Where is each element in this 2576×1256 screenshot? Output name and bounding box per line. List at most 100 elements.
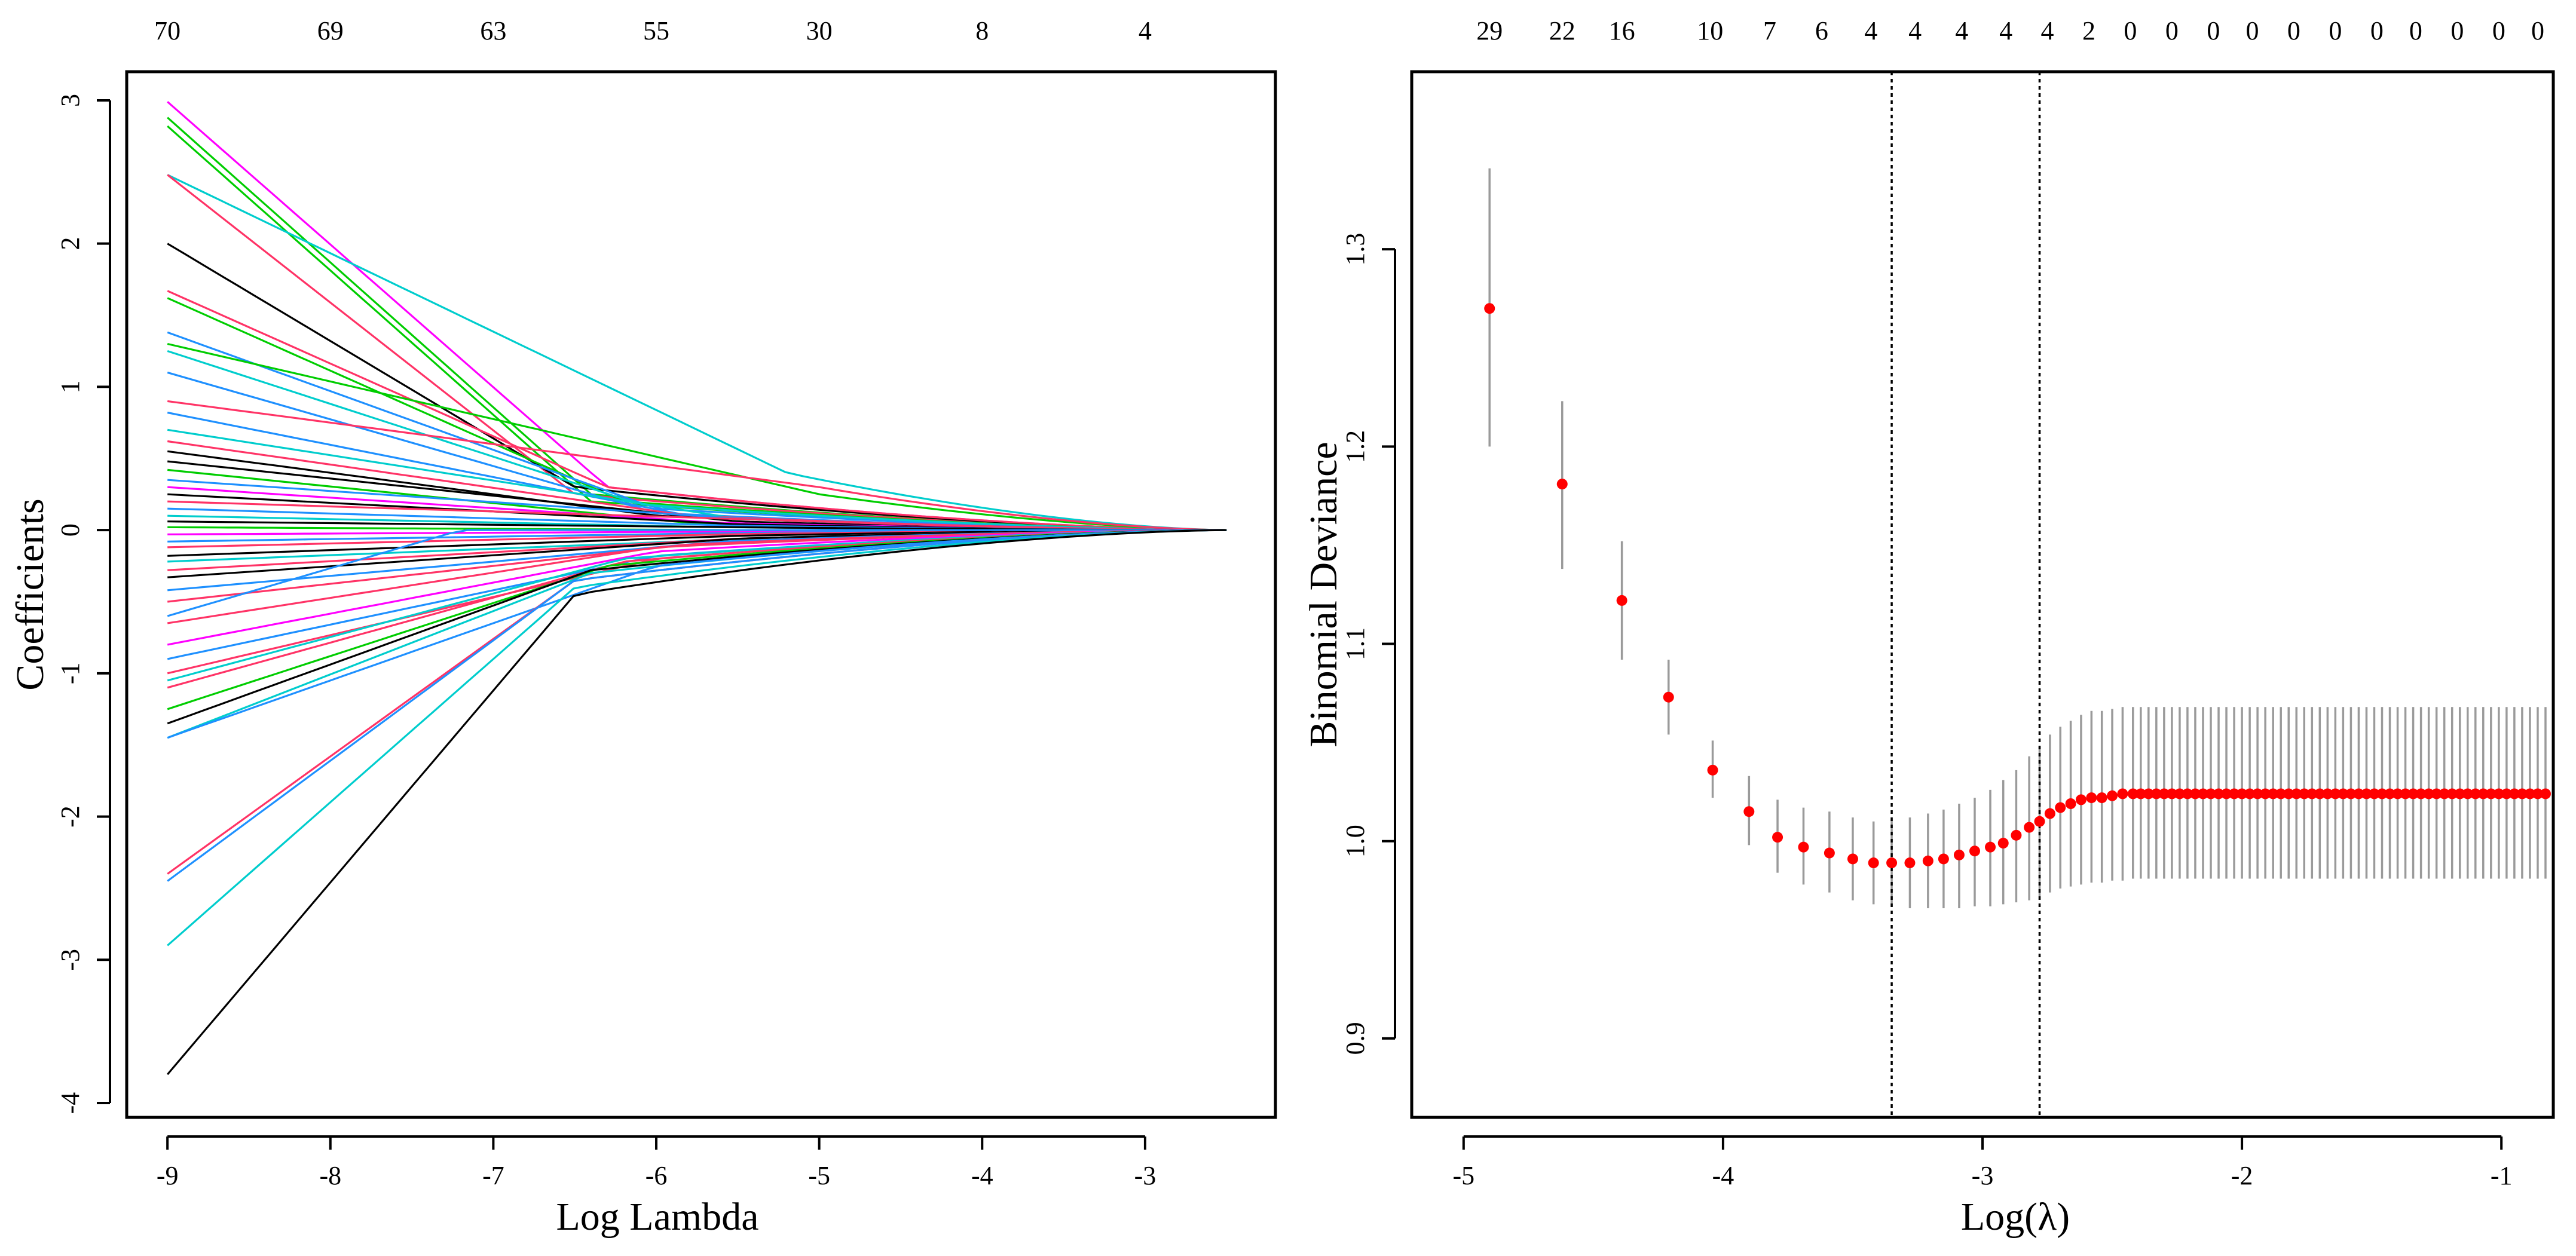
cv-point: [2446, 788, 2458, 799]
right-top-tick-label: 4: [1908, 16, 1922, 45]
coef-path-v7: [167, 290, 1227, 531]
right-top-tick-label: 0: [2245, 16, 2259, 45]
right-top-tick-label: 2: [2082, 16, 2095, 45]
cv-point: [2283, 788, 2294, 799]
cv-point: [1969, 845, 1980, 857]
left-paths-group: [166, 101, 1227, 1076]
cv-point: [1997, 838, 2009, 849]
left-y-axis-label: Coefficients: [8, 498, 52, 690]
cv-point: [2205, 788, 2216, 799]
coef-path-v50: [167, 529, 1227, 946]
cv-point: [2166, 788, 2177, 799]
cv-point: [2158, 788, 2170, 799]
cv-point: [1743, 806, 1755, 817]
right-vlines-group: [1890, 72, 2041, 1117]
right-top-tick-label: 4: [1999, 16, 2012, 45]
cv-point: [2011, 829, 2022, 841]
left-x-tick-label: -6: [645, 1161, 668, 1190]
left-top-tick-label: 69: [317, 16, 344, 45]
cv-point: [1772, 832, 1783, 843]
cv-point: [2314, 788, 2326, 799]
cv-point: [2143, 788, 2154, 799]
cv-point: [2392, 788, 2403, 799]
right-top-tick-label: 0: [2450, 16, 2464, 45]
left-x-tick-label: -4: [971, 1161, 993, 1190]
cv-point: [1556, 479, 1568, 490]
left-panel: -9 -8 -7 -6 -5 -4 -3 -4 -3 -2 -1 0 1 2 3 70 69 63 55 30 8 4…: [8, 16, 1277, 1239]
coef-path-v5: [167, 174, 1227, 531]
left-top-tick-label: 55: [643, 16, 669, 45]
coef-path-v41: [167, 529, 1227, 675]
right-x-tick-label: -3: [1972, 1161, 1994, 1190]
cv-point: [2524, 788, 2535, 799]
cv-point: [1922, 855, 1933, 866]
cv-point: [2086, 792, 2097, 804]
cv-point: [2075, 794, 2087, 805]
coef-path-v2: [167, 117, 1227, 531]
right-points-group: [1484, 303, 2551, 869]
cv-point: [2237, 788, 2248, 799]
cv-point: [2213, 788, 2225, 799]
left-y-tick-label: 2: [56, 237, 85, 250]
right-top-tick-label: 0: [2124, 16, 2137, 45]
cv-point: [2400, 788, 2411, 799]
cv-point: [2462, 788, 2473, 799]
right-y-tick-label: 1.1: [1341, 627, 1370, 660]
cv-point: [2096, 792, 2107, 804]
cv-point: [1616, 595, 1627, 606]
right-top-tick-label: 0: [2492, 16, 2505, 45]
right-y-tick-label: 0.9: [1341, 1022, 1370, 1055]
left-top-axis: 70 69 63 55 30 8 4: [154, 16, 1152, 45]
cv-point: [2431, 788, 2442, 799]
left-y-tick-label: 0: [56, 523, 85, 537]
cv-point: [2439, 788, 2450, 799]
cv-point: [1868, 857, 1879, 869]
cv-point: [2260, 788, 2271, 799]
cv-point: [1938, 853, 1949, 865]
coef-path-v13: [167, 400, 1227, 531]
cv-point: [2470, 788, 2481, 799]
right-x-axis: -5 -4 -3 -2 -1: [1452, 1135, 2513, 1190]
cv-point: [2150, 788, 2162, 799]
cv-point: [2268, 788, 2279, 799]
cv-point: [2221, 788, 2232, 799]
cv-point: [2501, 788, 2512, 799]
right-top-tick-label: 0: [2409, 16, 2422, 45]
cv-point: [2055, 802, 2066, 813]
cv-point: [2376, 788, 2388, 799]
cv-point: [2117, 788, 2128, 799]
right-top-tick-label: 7: [1763, 16, 1776, 45]
cv-point: [1798, 841, 1809, 853]
cv-point: [2508, 788, 2520, 799]
cv-point: [1847, 853, 1858, 865]
right-top-tick-label: 0: [2287, 16, 2300, 45]
right-top-tick-label: 0: [2370, 16, 2384, 45]
cv-point: [2330, 788, 2341, 799]
cv-point: [2338, 788, 2349, 799]
right-y-axis: 0.9 1.0 1.1 1.2 1.3: [1341, 233, 1396, 1055]
cv-point: [2127, 788, 2138, 799]
cv-point: [2174, 788, 2185, 799]
left-x-axis-label: Log Lambda: [556, 1195, 758, 1239]
left-top-tick-label: 63: [480, 16, 506, 45]
right-x-axis-label: Log(λ): [1961, 1195, 2070, 1239]
right-top-axis: 29 22 16 10 7 6 4 4 4 4 4 2 0 0 0 0 0 0 0 0 0 0 0: [1476, 16, 2544, 45]
coef-path-v4: [167, 174, 1227, 531]
right-top-tick-label: 0: [2207, 16, 2220, 45]
cv-point: [1663, 691, 1674, 703]
cv-point: [2493, 788, 2504, 799]
left-top-tick-label: 70: [154, 16, 180, 45]
cv-point: [2275, 788, 2287, 799]
cv-point: [2299, 788, 2310, 799]
right-x-tick-label: -2: [2231, 1161, 2253, 1190]
cv-point: [2229, 788, 2240, 799]
coef-path-v23: [167, 500, 1227, 531]
coef-path-v39: [167, 529, 1227, 646]
cv-point: [2353, 788, 2364, 799]
cv-point: [2107, 790, 2118, 801]
coef-path-v49: [167, 529, 1227, 882]
cv-point: [2244, 788, 2256, 799]
left-y-tick-label: -2: [56, 805, 85, 828]
left-y-axis: -4 -3 -2 -1 0 1 2 3: [56, 94, 111, 1114]
right-x-tick-label: -1: [2491, 1161, 2513, 1190]
